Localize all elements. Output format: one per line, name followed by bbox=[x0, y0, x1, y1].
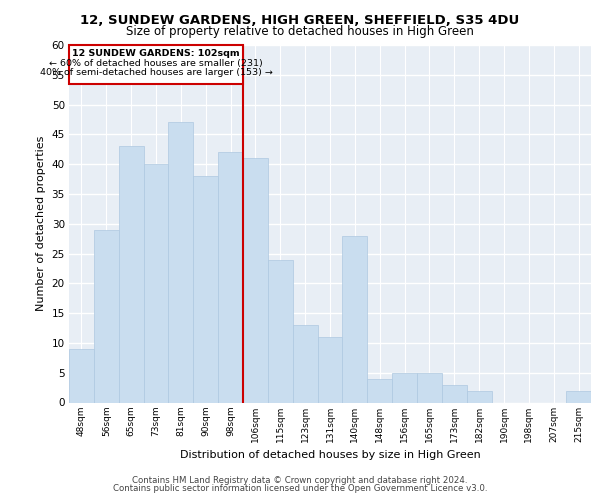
Bar bbox=[169, 122, 193, 402]
Bar bbox=[467, 390, 491, 402]
Y-axis label: Number of detached properties: Number of detached properties bbox=[36, 136, 46, 312]
Text: Size of property relative to detached houses in High Green: Size of property relative to detached ho… bbox=[126, 25, 474, 38]
Bar bbox=[442, 384, 467, 402]
Text: 12 SUNDEW GARDENS: 102sqm: 12 SUNDEW GARDENS: 102sqm bbox=[72, 49, 240, 58]
Text: 12, SUNDEW GARDENS, HIGH GREEN, SHEFFIELD, S35 4DU: 12, SUNDEW GARDENS, HIGH GREEN, SHEFFIEL… bbox=[80, 14, 520, 27]
Bar bbox=[268, 260, 293, 402]
Bar bbox=[218, 152, 243, 402]
Text: 40% of semi-detached houses are larger (153) →: 40% of semi-detached houses are larger (… bbox=[40, 68, 272, 76]
Bar bbox=[293, 325, 317, 402]
Bar bbox=[193, 176, 218, 402]
Bar bbox=[566, 390, 591, 402]
X-axis label: Distribution of detached houses by size in High Green: Distribution of detached houses by size … bbox=[179, 450, 481, 460]
Bar bbox=[392, 372, 417, 402]
Bar bbox=[343, 236, 367, 402]
Bar bbox=[243, 158, 268, 402]
Text: ← 60% of detached houses are smaller (231): ← 60% of detached houses are smaller (23… bbox=[49, 58, 263, 68]
Bar bbox=[417, 372, 442, 402]
FancyBboxPatch shape bbox=[69, 45, 243, 84]
Bar bbox=[69, 349, 94, 403]
Text: Contains public sector information licensed under the Open Government Licence v3: Contains public sector information licen… bbox=[113, 484, 487, 493]
Bar bbox=[119, 146, 143, 402]
Bar bbox=[94, 230, 119, 402]
Text: Contains HM Land Registry data © Crown copyright and database right 2024.: Contains HM Land Registry data © Crown c… bbox=[132, 476, 468, 485]
Bar bbox=[143, 164, 169, 402]
Bar bbox=[367, 378, 392, 402]
Bar bbox=[317, 337, 343, 402]
